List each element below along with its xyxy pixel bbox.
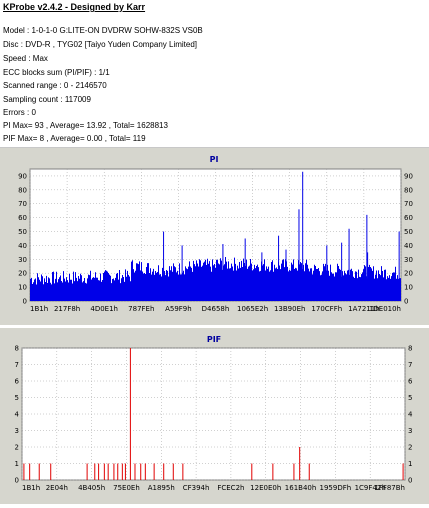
x-tick-label: A59F9h: [165, 305, 192, 313]
x-tick-label: 1B1h: [22, 484, 40, 492]
y-tick-label-right: 4: [408, 411, 413, 419]
y-tick-label-right: 0: [404, 298, 408, 306]
y-tick-label-right: 7: [408, 361, 412, 369]
y-tick-label-right: 50: [404, 228, 413, 236]
pif-chart: PIF 0 0 1 1 2 2 3 3 4 4 5 5 6 6 7 7 8 8 1B1h 2E04h 4B405h 75E0…: [15, 335, 413, 492]
info-speed: Speed : Max: [3, 54, 48, 63]
y-tick-label-left: 8: [15, 345, 19, 353]
app-title: KProbe v2.4.2 - Designed by Karr: [3, 2, 146, 12]
x-tick-label: 13B90Eh: [274, 305, 305, 313]
x-tick-label: 1FF87Bh: [374, 484, 405, 492]
y-tick-label-left: 30: [18, 256, 27, 264]
info-sampling-count: Sampling count : 117009: [3, 95, 91, 104]
y-tick-label-right: 80: [404, 186, 413, 194]
info-disc: Disc : DVD-R , TYG02 [Taiyo Yuden Compan…: [3, 40, 198, 49]
y-tick-label-left: 4: [15, 411, 20, 419]
x-tick-label: 1B1h: [30, 305, 48, 313]
y-tick-label-left: 3: [15, 427, 19, 435]
info-errors: Errors : 0: [3, 108, 36, 117]
y-tick-label-left: 10: [18, 284, 27, 292]
info-pi-stats: PI Max= 93 , Average= 13.92 , Total= 162…: [3, 121, 168, 130]
y-tick-label-right: 8: [408, 345, 412, 353]
y-tick-label-right: 1: [408, 460, 412, 468]
x-tick-label: 1959DFh: [320, 484, 352, 492]
y-tick-label-left: 40: [18, 242, 27, 250]
y-tick-label-left: 2: [15, 444, 19, 452]
y-tick-label-right: 20: [404, 270, 413, 278]
x-tick-label: 4D0E1h: [90, 305, 118, 313]
info-panel: KProbe v2.4.2 - Designed by Karr Model :…: [0, 0, 429, 148]
pi-chart: PI 0 0 10 10 20 20 30 30 40 40 50 50 60 60 70 70 80 80 90 90…: [18, 155, 413, 313]
x-tick-label: 4B405h: [78, 484, 105, 492]
x-tick-label: CF394h: [183, 484, 210, 492]
y-tick-label-right: 60: [404, 214, 413, 222]
x-tick-label: 170CFFh: [311, 305, 342, 313]
y-tick-label-right: 10: [404, 284, 413, 292]
info-ecc-sum: ECC blocks sum (PI/PIF) : 1/1: [3, 68, 110, 77]
pif-chart-panel: PIF 0 0 1 1 2 2 3 3 4 4 5 5 6 6 7 7 8 8 1B1h 2E04h 4B405h 75E0…: [0, 328, 429, 504]
x-tick-label: 217F8h: [54, 305, 80, 313]
y-tick-label-left: 7: [15, 361, 19, 369]
x-tick-label: 787FEh: [128, 305, 154, 313]
info-scanned-range: Scanned range : 0 - 2146570: [3, 81, 107, 90]
x-tick-label: A1895h: [148, 484, 175, 492]
y-tick-label-left: 0: [23, 298, 27, 306]
x-tick-label: 2E04h: [46, 484, 68, 492]
info-model: Model : 1-0-1-0 G:LITE-ON DVDRW SOHW-832…: [3, 26, 203, 35]
y-tick-label-right: 40: [404, 242, 413, 250]
y-tick-label-left: 1: [15, 460, 19, 468]
chart-title: PI: [210, 155, 219, 164]
y-tick-label-right: 30: [404, 256, 413, 264]
x-tick-label: 1DE010h: [369, 305, 401, 313]
y-tick-label-right: 0: [408, 477, 412, 485]
y-tick-label-left: 60: [18, 214, 27, 222]
y-tick-label-left: 70: [18, 200, 27, 208]
y-tick-label-left: 0: [15, 477, 19, 485]
x-tick-label: FCEC2h: [217, 484, 244, 492]
pi-chart-panel: PI 0 0 10 10 20 20 30 30 40 40 50 50 60 60 70 70 80 80 90 90…: [0, 148, 429, 325]
y-tick-label-right: 3: [408, 427, 412, 435]
x-tick-label: 1C9F42h: [355, 484, 386, 492]
info-pif-stats: PIF Max= 8 , Average= 0.00 , Total= 119: [3, 134, 146, 143]
x-tick-label: D4658h: [202, 305, 230, 313]
x-tick-label: 1A7211h: [348, 305, 380, 313]
x-tick-label: 1065E2h: [237, 305, 268, 313]
y-tick-label-left: 6: [15, 378, 20, 386]
y-tick-label-right: 70: [404, 200, 413, 208]
y-tick-label-left: 80: [18, 186, 27, 194]
y-tick-label-right: 90: [404, 172, 413, 180]
y-tick-label-right: 2: [408, 444, 412, 452]
y-tick-label-left: 50: [18, 228, 27, 236]
y-tick-label-left: 20: [18, 270, 27, 278]
x-tick-label: 12E0E0h: [250, 484, 281, 492]
y-tick-label-right: 5: [408, 394, 412, 402]
x-tick-label: 75E0Eh: [113, 484, 140, 492]
y-tick-label-left: 90: [18, 172, 27, 180]
x-tick-label: 161B40h: [285, 484, 317, 492]
y-tick-label-right: 6: [408, 378, 413, 386]
chart-title: PIF: [207, 335, 221, 344]
y-tick-label-left: 5: [15, 394, 19, 402]
